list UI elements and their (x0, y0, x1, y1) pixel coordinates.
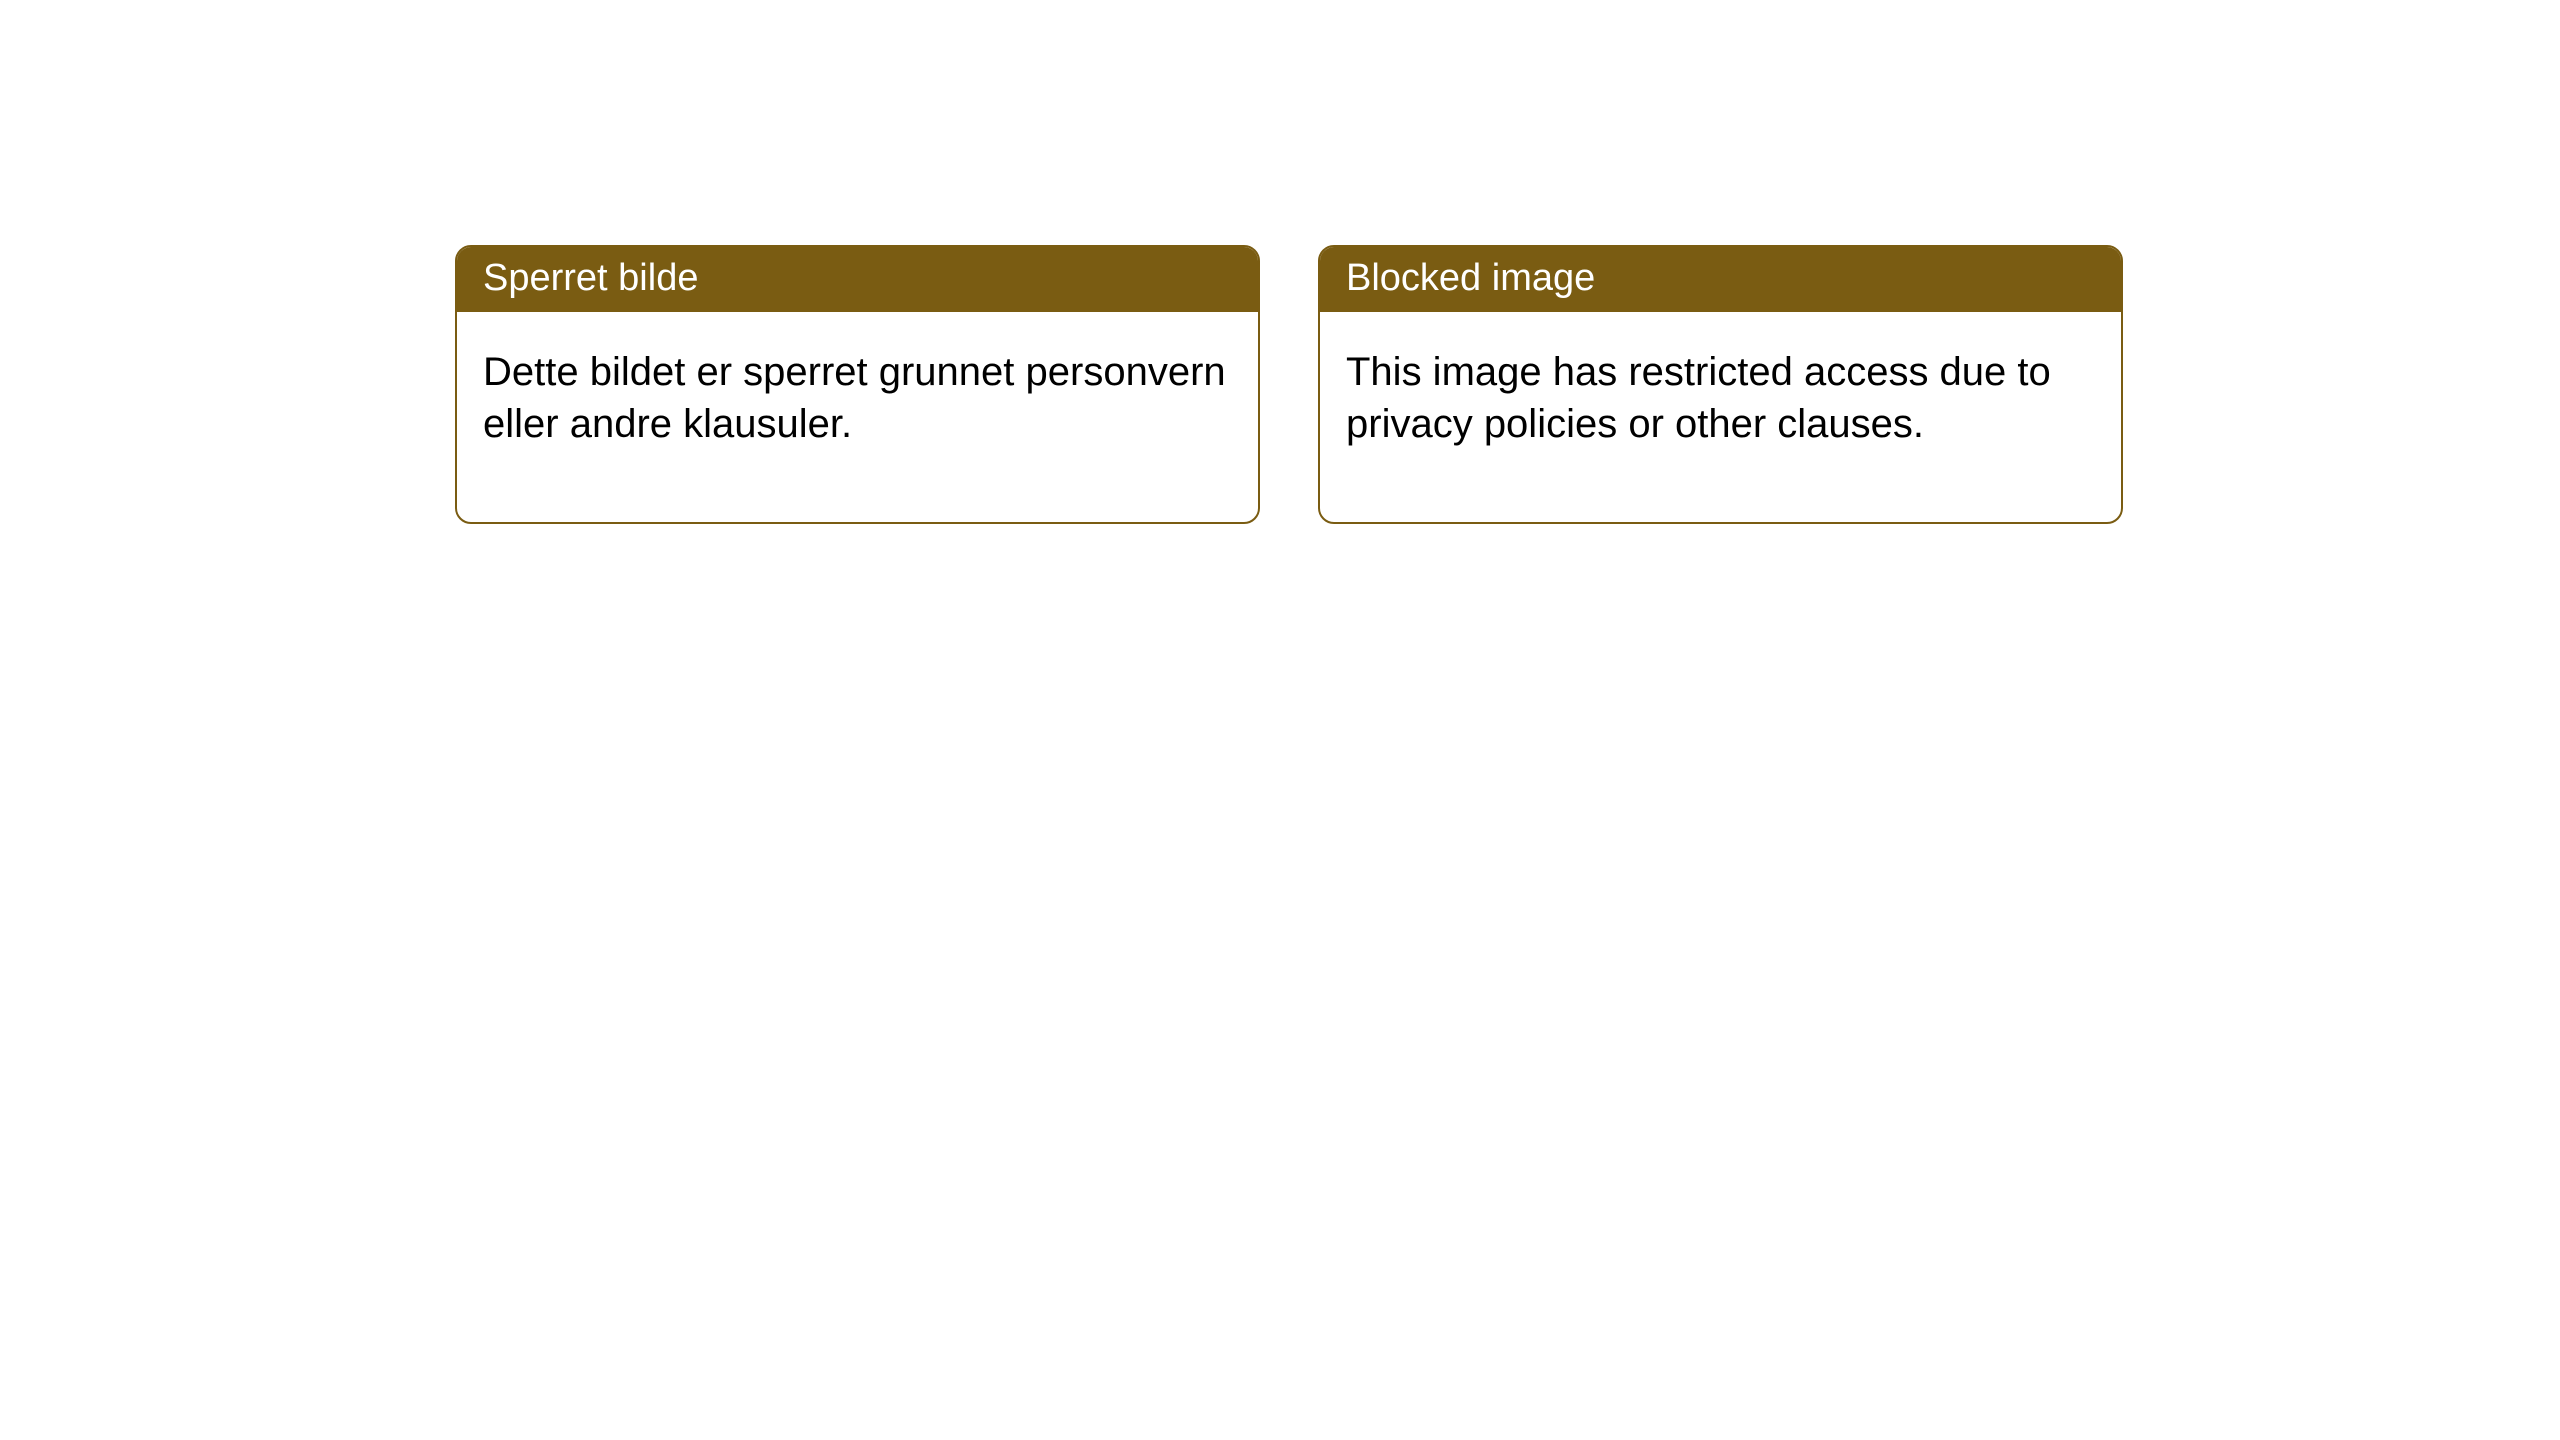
notice-card-body: Dette bildet er sperret grunnet personve… (457, 312, 1258, 522)
notice-card-english: Blocked image This image has restricted … (1318, 245, 2123, 524)
notice-card-header: Blocked image (1320, 247, 2121, 312)
notice-card-header: Sperret bilde (457, 247, 1258, 312)
notice-container: Sperret bilde Dette bildet er sperret gr… (0, 0, 2560, 524)
notice-card-norwegian: Sperret bilde Dette bildet er sperret gr… (455, 245, 1260, 524)
notice-card-body: This image has restricted access due to … (1320, 312, 2121, 522)
